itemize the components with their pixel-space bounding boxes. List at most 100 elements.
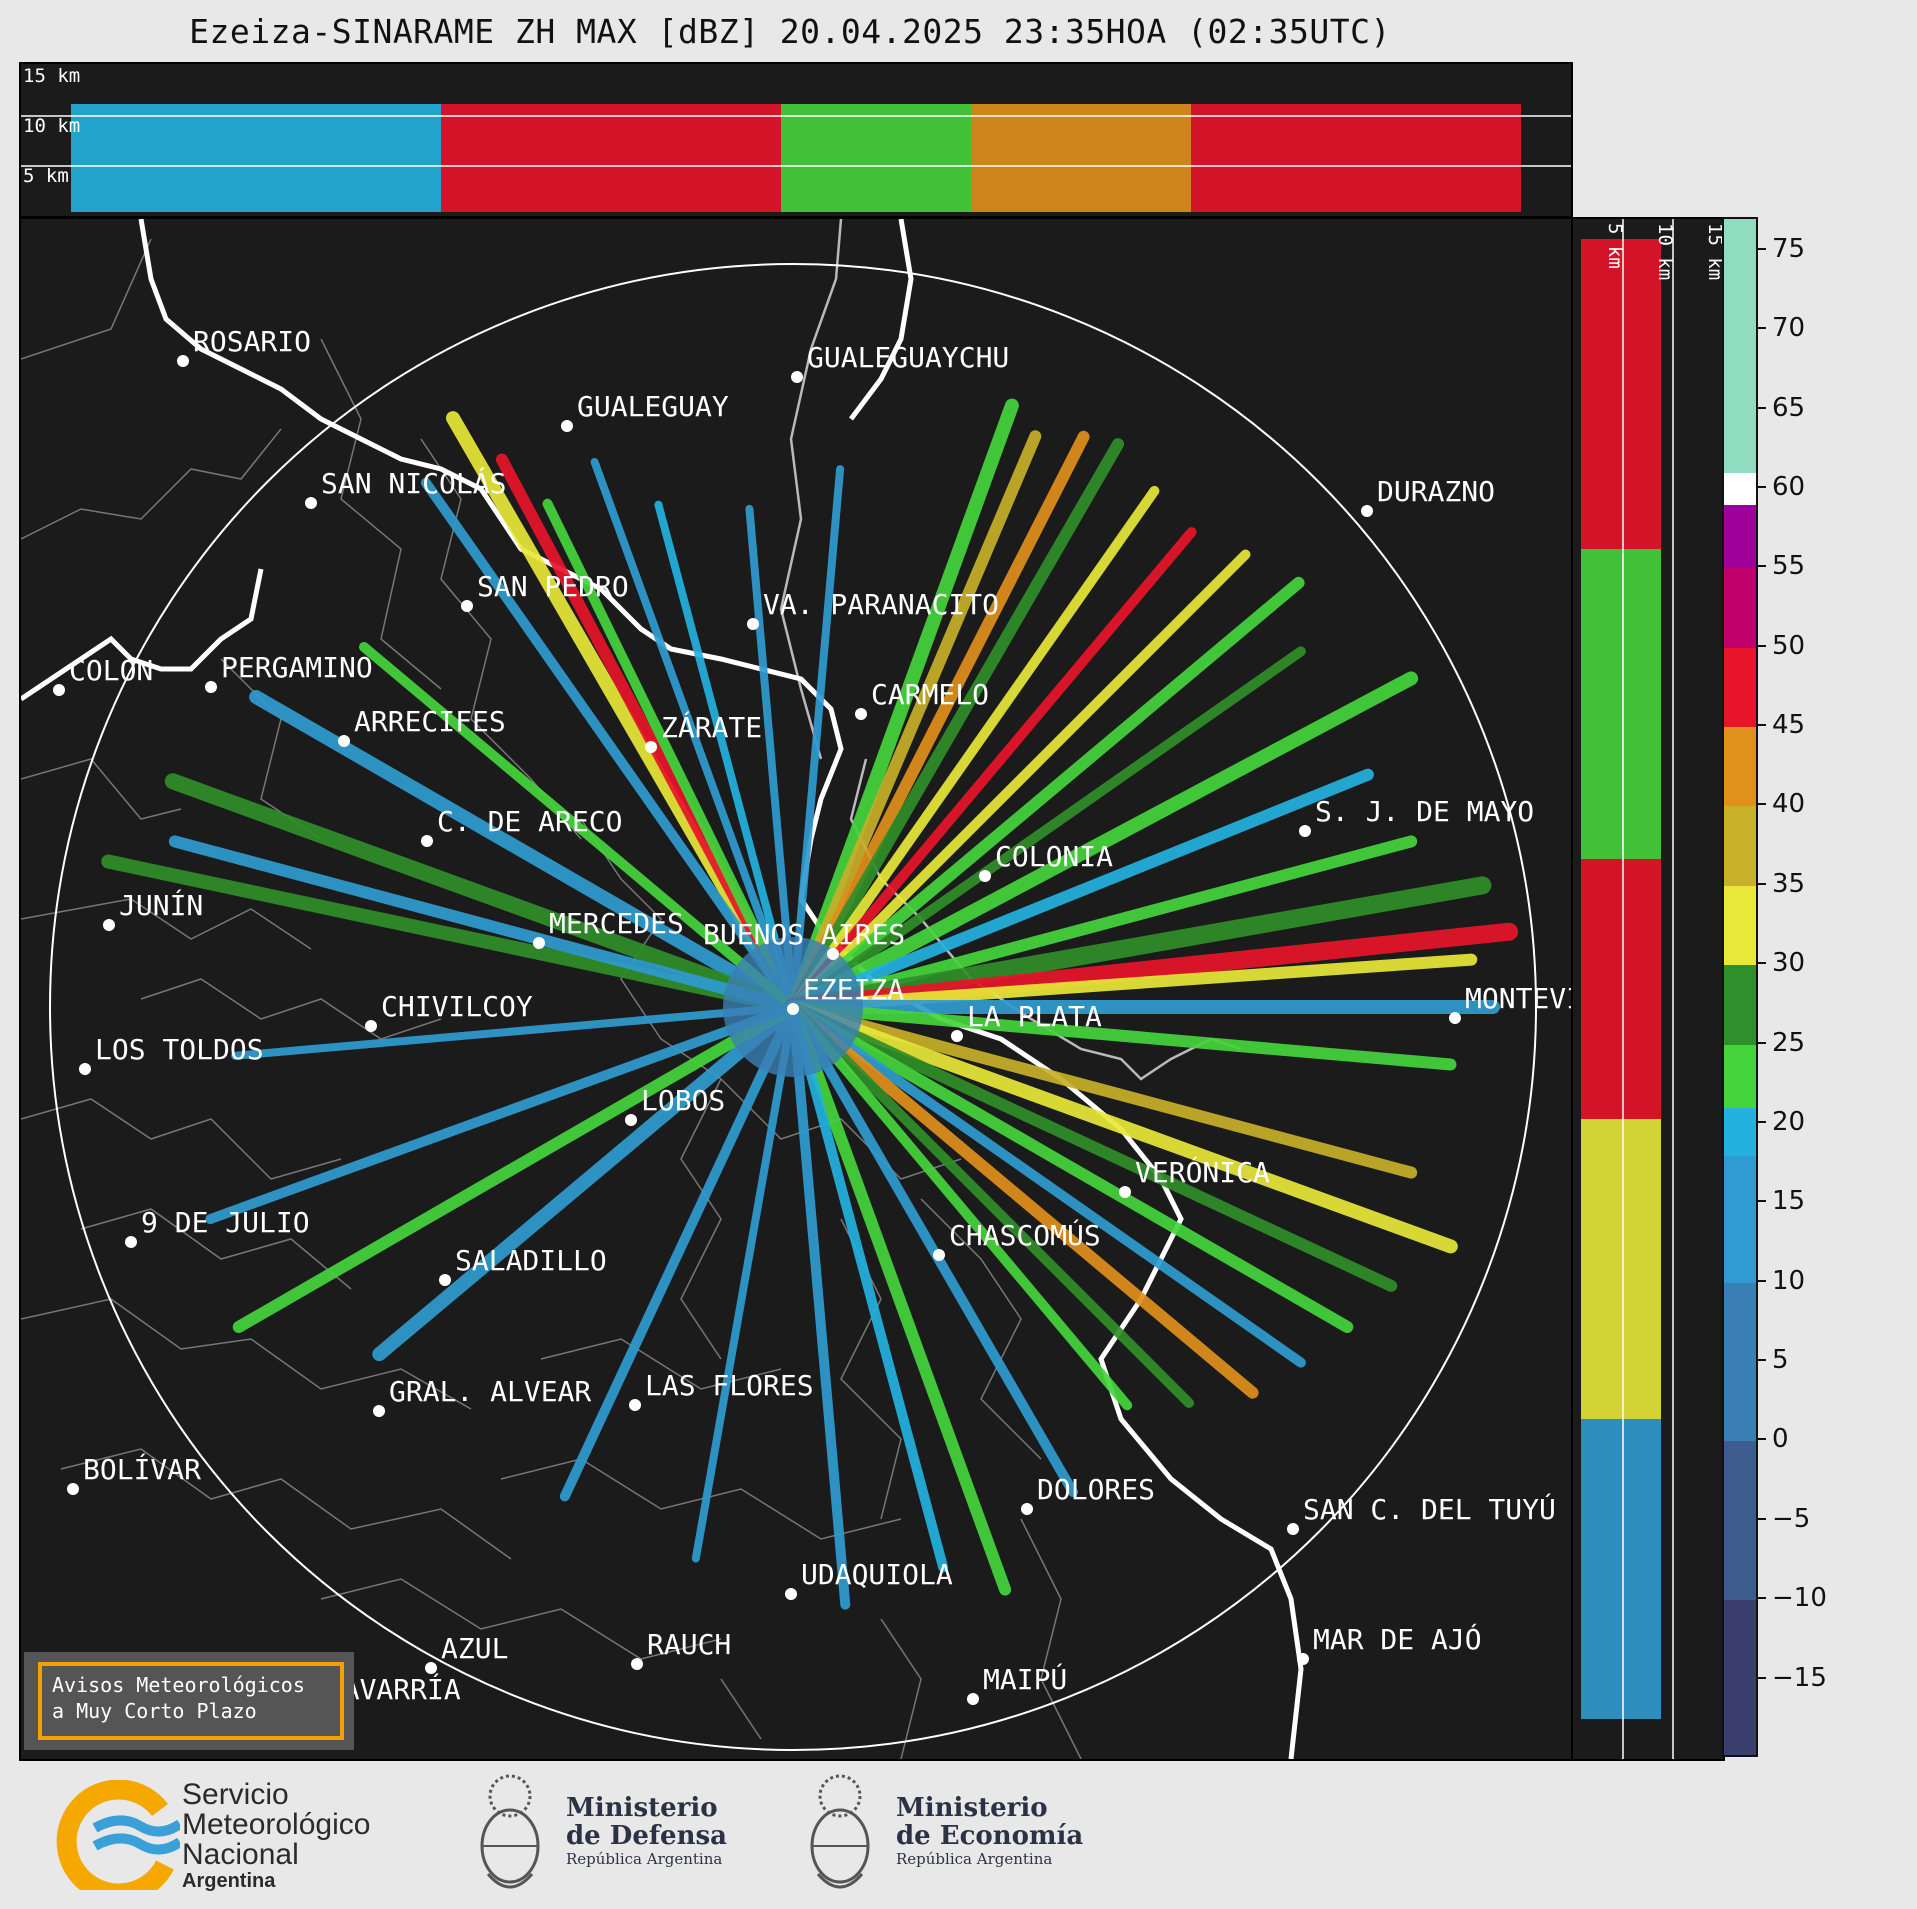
echo-ray [691,1003,797,1563]
city-marker: LAS FLORES [629,1369,814,1411]
city-dot [645,741,657,753]
colorbar-band [1724,568,1756,648]
echo-ray [786,671,1419,1014]
city-label: UDAQUIOLA [801,1558,953,1591]
top-cross-section-panel: 15 km 10 km 5 km [19,62,1573,218]
warning-box[interactable]: Avisos Meteorológicos a Muy Corto Plazo [24,1652,354,1750]
city-marker: UDAQUIOLA [785,1558,953,1600]
city-label: VA. PARANACITO [763,588,999,621]
city-dot [1361,505,1373,517]
city-dot [461,600,473,612]
height-label-15km: 15 km [23,65,80,87]
colorbar-tick-label: 55 [1772,551,1806,582]
city-marker: CHASCOMÚS [933,1218,1101,1261]
colorbar-tick-label: 35 [1772,868,1806,899]
city-marker: ARRECIFES [338,705,506,747]
city-marker: C. DE ARECO [421,805,622,847]
city-dot [629,1399,641,1411]
colorbar-band [1724,1155,1756,1283]
cross-section-band [1581,239,1661,549]
city-dot [1287,1523,1299,1535]
colorbar-tick-label: −5 [1772,1503,1811,1534]
echo-ray [788,1002,1078,1497]
defensa-sub: República Argentina [566,1850,723,1868]
echo-ray [359,642,798,1012]
coat-of-arms-icon [480,1774,540,1889]
footer-logos: Servicio Meteorológico Nacional Argentin… [0,1760,1917,1909]
city-dot [1119,1186,1131,1198]
colorbar-tick-label: 75 [1772,233,1806,264]
colorbar-tick-label: 65 [1772,392,1806,423]
city-label: COLONIA [995,840,1113,873]
right-cross-section-panel: 5 km 10 km 15 km [1571,217,1725,1761]
cross-section-band [971,104,1191,212]
echo-ray [787,1001,1418,1179]
city-label: ROSARIO [193,325,311,358]
colorbar-band [1724,1108,1756,1156]
city-dot [1299,825,1311,837]
city-marker: DOLORES [1021,1473,1155,1515]
echo-ray [788,549,1251,1012]
colorbar-band [1724,473,1756,505]
colorbar-tick-label: 70 [1772,313,1806,344]
echo-ray [788,1002,949,1573]
cross-section-band [441,104,781,212]
city-marker: DURAZNO [1361,475,1495,517]
city-label: AZUL [441,1632,508,1665]
echo-ray [745,504,797,1011]
city-label: SAN NICOLÁS [321,466,506,500]
economia-logo: Ministerio de Economía República Argenti… [800,1764,1100,1904]
city-label: CHASCOMÚS [949,1218,1101,1252]
echo-ray [590,458,797,1011]
colorbar-tick-label: 10 [1772,1265,1806,1296]
smn-line-4: Argentina [182,1870,276,1892]
city-dot [625,1114,637,1126]
city-label: LA PLATA [967,1000,1102,1033]
colorbar-tick-label: 0 [1772,1424,1789,1455]
city-marker: COLONIA [979,840,1113,882]
economia-sub: República Argentina [896,1850,1053,1868]
radar-echo-rays [101,398,1519,1610]
city-label: SAN PEDRO [477,570,629,603]
coastline [21,219,1304,1759]
colorbar-band [1724,647,1756,728]
echo-ray [372,1000,800,1362]
echo-ray [787,576,1305,1013]
city-dot [791,371,803,383]
city-marker: MERCEDES [533,907,684,949]
city-dot [827,948,839,960]
city-label: CARMELO [871,678,989,711]
city-label: ARRECIFES [354,705,506,738]
city-marker: MAIPÚ [967,1662,1067,1705]
city-label: C. DE ARECO [437,805,622,838]
colorbar-band [1724,504,1756,569]
colorbar-tick-label: 15 [1772,1186,1806,1217]
city-marker: MONTEVIDEO [1449,982,1571,1024]
coat-of-arms-icon [810,1774,870,1889]
city-dot [785,1588,797,1600]
height-label-5km: 5 km [23,165,69,187]
city-marker: EZEIZA [787,973,904,1015]
echo-ray [788,527,1197,1012]
city-label: GUALEGUAYCHU [807,341,1009,374]
warning-box-border[interactable]: Avisos Meteorológicos a Muy Corto Plazo [38,1662,344,1740]
city-label: CHIVILCOY [381,990,533,1023]
city-dot [631,1658,643,1670]
city-marker: MAR DE AJÓ [1297,1622,1482,1665]
city-marker: GUALEGUAYCHU [791,341,1009,383]
city-marker: COLON [53,654,153,696]
cross-section-band [1191,104,1521,212]
echo-ray [787,1001,1457,1071]
city-dot [67,1483,79,1495]
colorbar-band [1724,1441,1756,1601]
smn-line-2: Meteorológico [182,1808,371,1841]
smn-line-3: Nacional [182,1838,299,1871]
city-dot [338,735,350,747]
city-label: MAIPÚ [983,1662,1067,1696]
cross-section-band [1581,859,1661,1119]
echo-ray [787,1001,1259,1399]
city-label: EZEIZA [803,973,904,1006]
cross-section-band [1581,1419,1661,1719]
chart-title: Ezeiza-SINARAME ZH MAX [dBZ] 20.04.2025 … [189,12,1391,51]
echo-ray [787,953,1478,1013]
